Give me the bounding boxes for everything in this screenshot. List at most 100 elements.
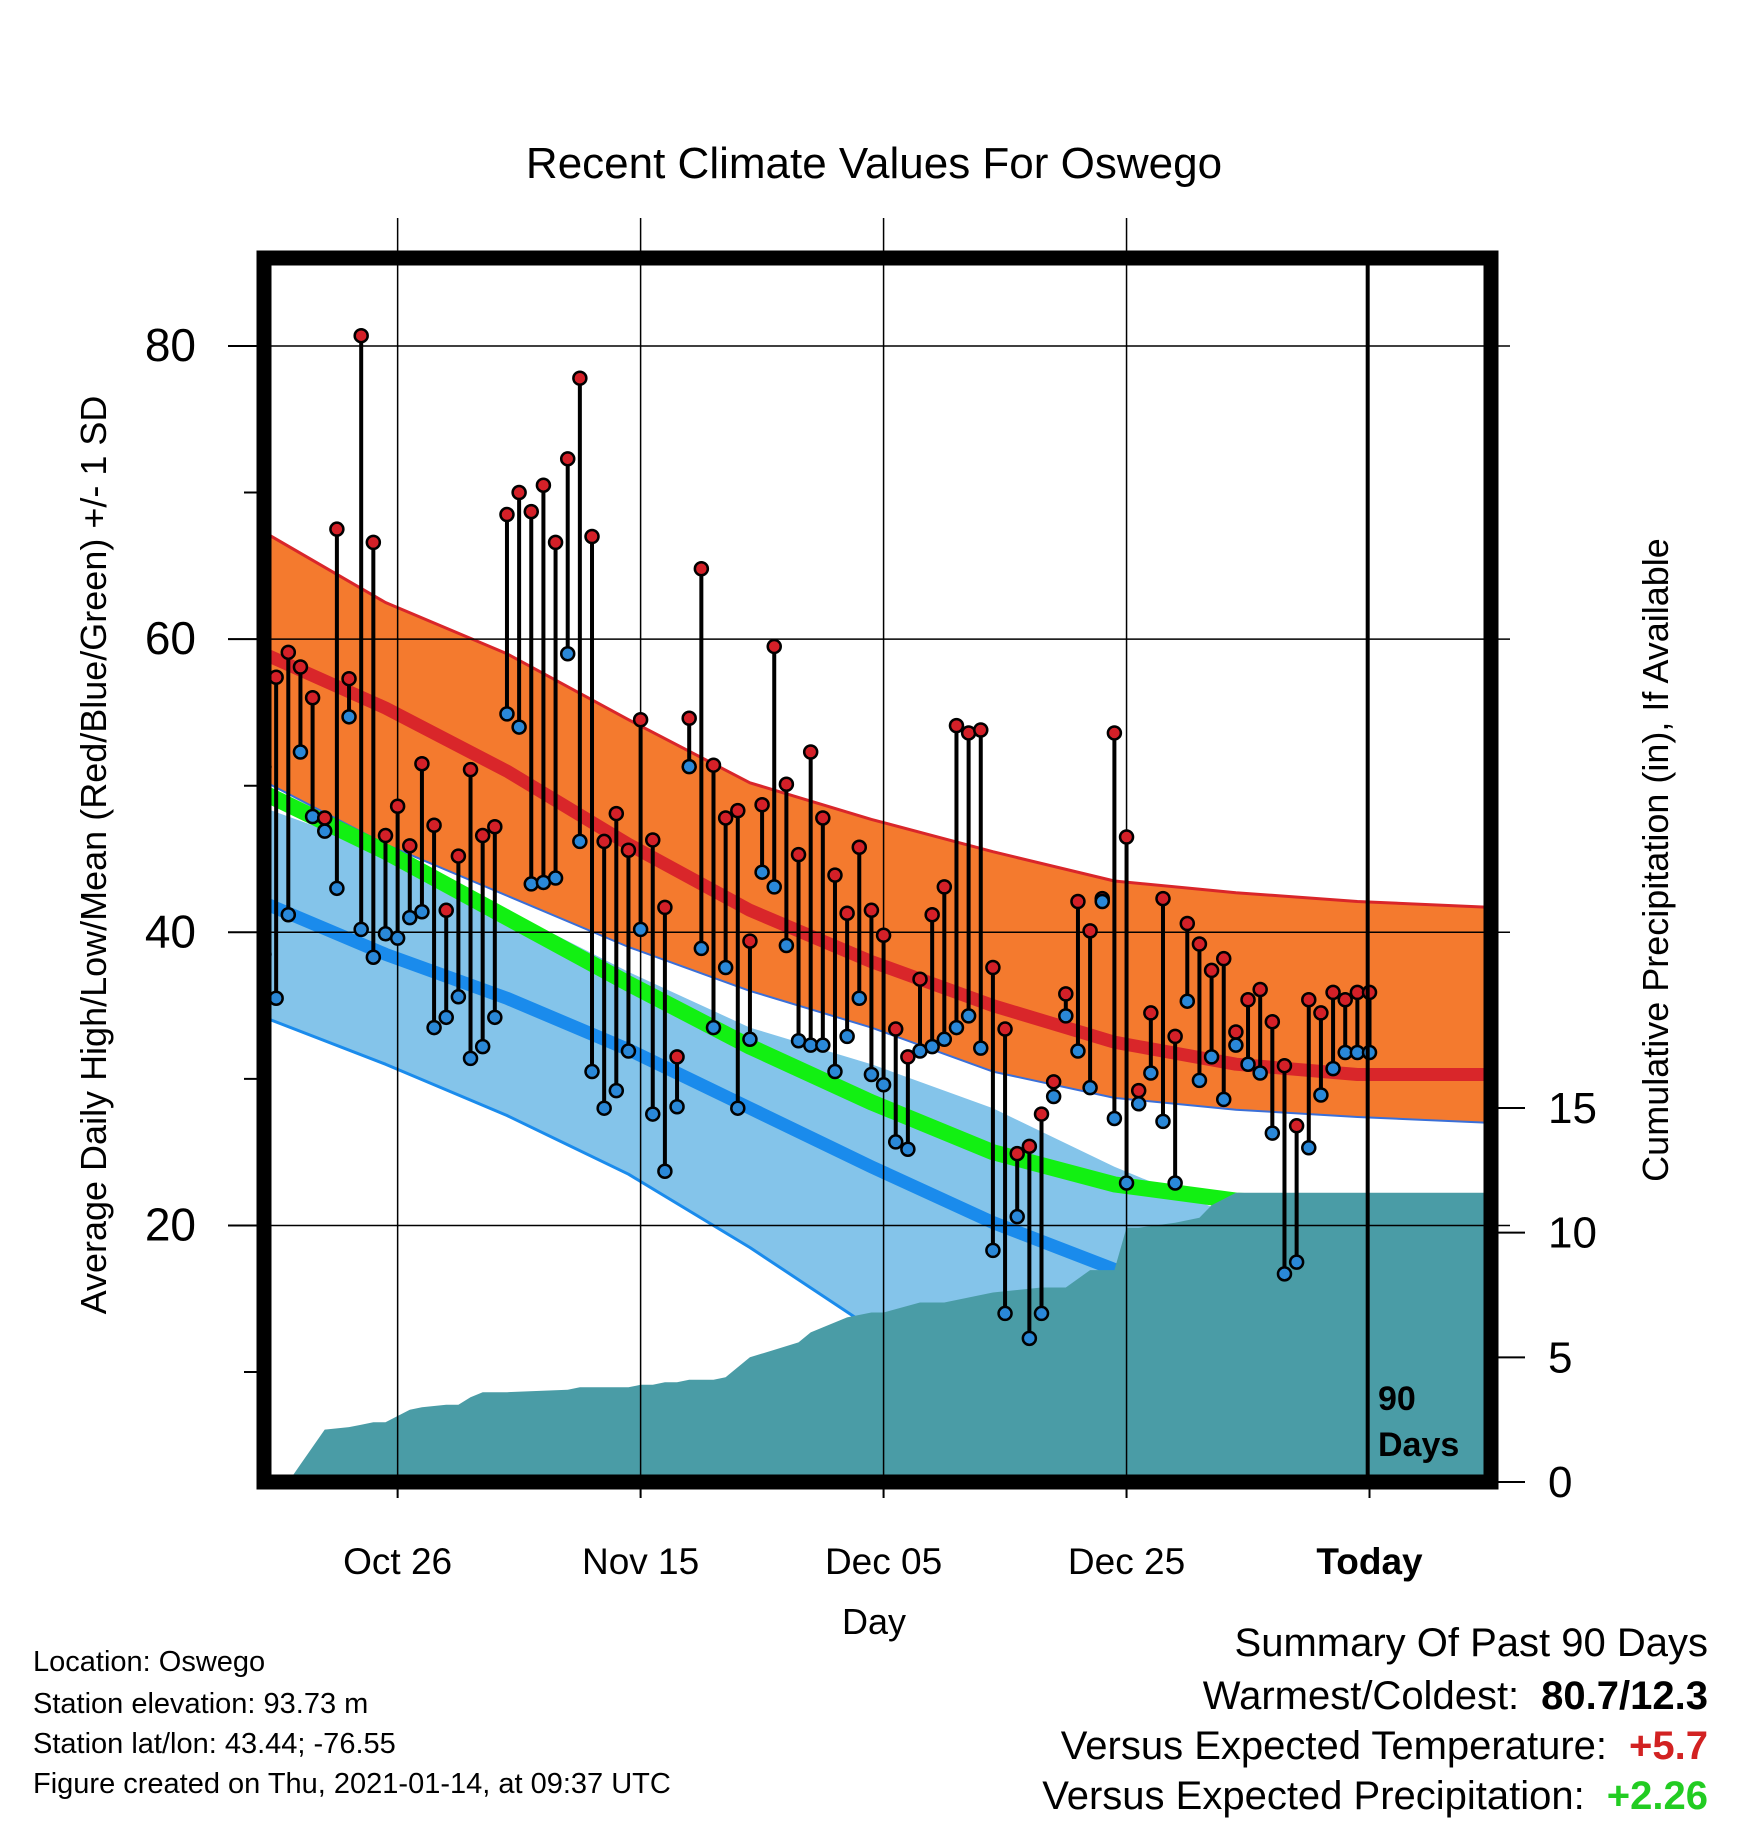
daily-low-point [851,990,868,1007]
daily-low-point [1070,1043,1086,1059]
daily-low-point [645,1106,661,1122]
daily-high-point [960,725,977,741]
daily-high-point [657,899,673,916]
daily-low-point [1179,993,1196,1009]
daily-high-point [1130,1082,1147,1099]
daily-high-point [973,722,989,738]
daily-low-point [875,1076,892,1093]
daily-low-point [717,959,734,976]
daily-high-point [365,534,382,551]
daily-high-point [717,810,734,826]
daily-high-point [936,879,953,895]
daily-low-point [1130,1096,1147,1112]
precip-area [264,1192,1491,1482]
daily-high-point [414,755,430,772]
daily-low-point [754,864,770,880]
chart-title: Recent Climate Values For Oswego [526,139,1222,188]
daily-high-point [329,521,345,537]
summary-warmest-coldest: Warmest/Coldest: 80.7/12.3 [1203,1676,1708,1716]
daily-high-point [851,839,868,856]
daily-high-point [1058,986,1074,1002]
daily-high-point [474,827,491,844]
daily-low-point [1264,1125,1281,1141]
daily-low-point [414,904,430,920]
daily-high-point [924,906,940,923]
figure-created: Figure created on Thu, 2021-01-14, at 09… [33,1768,671,1800]
daily-high-point [645,832,661,848]
daily-high-point [1228,1024,1244,1040]
daily-high-point [839,905,855,921]
daily-high-point [997,1021,1013,1037]
x-axis-label: Day [842,1601,906,1642]
daily-low-point [1106,1110,1123,1127]
daily-low-point [887,1134,904,1150]
daily-low-point [547,870,564,886]
daily-high-point [1155,890,1171,907]
daily-high-point [572,370,588,386]
x-tick-label: Oct 26 [343,1541,452,1582]
daily-high-point [1240,991,1256,1008]
daily-high-point [535,477,552,493]
summary-temperature: Versus Expected Temperature: +5.7 [1061,1726,1708,1766]
y-axis-label-left: Average Daily High/Low/Mean (Red/Blue/Gr… [73,396,114,1315]
daily-low-point [1203,1049,1220,1065]
daily-low-point [985,1242,1001,1259]
daily-low-point [474,1038,491,1055]
daily-low-point [742,1031,758,1048]
daily-high-point [742,933,758,949]
daily-high-point [450,848,467,864]
warmest-coldest-label: Warmest/Coldest: [1202,1674,1520,1718]
x-tick-label: Today [1316,1541,1423,1582]
daily-low-point [669,1098,685,1115]
daily-high-point [1082,923,1098,939]
daily-high-point [705,757,722,773]
summary-precipitation: Versus Expected Precipitation: +2.26 [1042,1776,1708,1816]
daily-high-point [499,506,515,523]
station-latlon: Station lat/lon: 43.44; -76.55 [33,1728,396,1760]
daily-high-point [280,644,297,661]
today-marker-label: 90 Days [1378,1380,1459,1464]
precip-value: +2.26 [1606,1774,1708,1818]
daily-low-point [693,940,710,957]
daily-low-point [608,1082,625,1099]
summary-heading: Summary Of Past 90 Days [1234,1621,1708,1665]
daily-low-point [316,823,333,839]
daily-low-point [280,906,297,923]
daily-low-point [572,833,588,850]
daily-low-point [329,880,345,897]
plot-frame [256,250,1499,1490]
daily-high-point [1288,1118,1305,1134]
daily-low-point [353,921,369,938]
high-sd-band [264,532,1491,1123]
daily-low-point [948,1019,965,1036]
daily-high-point [426,817,442,834]
daily-high-point [693,561,710,577]
daily-high-point [681,710,697,727]
daily-high-point [1252,981,1268,998]
daily-low-point [1240,1056,1256,1072]
x-tick-label: Dec 05 [825,1541,942,1582]
daily-high-point [1313,1005,1329,1021]
daily-high-point [815,810,831,826]
daily-high-point [827,867,843,883]
daily-low-point [997,1305,1013,1322]
daily-low-point [632,921,649,938]
daily-low-point [426,1019,442,1036]
daily-low-point [1167,1175,1183,1191]
daily-high-point [863,902,880,919]
daily-high-point [632,711,649,728]
daily-high-point [754,797,770,813]
daily-low-point [973,1040,989,1056]
daily-low-point [511,719,527,735]
daily-high-point [1276,1057,1293,1074]
daily-high-point [1179,915,1196,932]
daily-low-point [730,1100,746,1116]
daily-high-point [985,959,1001,976]
temp-value: +5.7 [1629,1724,1708,1768]
daily-high-point [462,761,479,778]
daily-high-point [1106,725,1123,741]
daily-low-point [1325,1060,1341,1077]
daily-high-point [377,827,394,844]
daily-high-point [1203,962,1220,979]
daily-high-point [1191,936,1208,952]
